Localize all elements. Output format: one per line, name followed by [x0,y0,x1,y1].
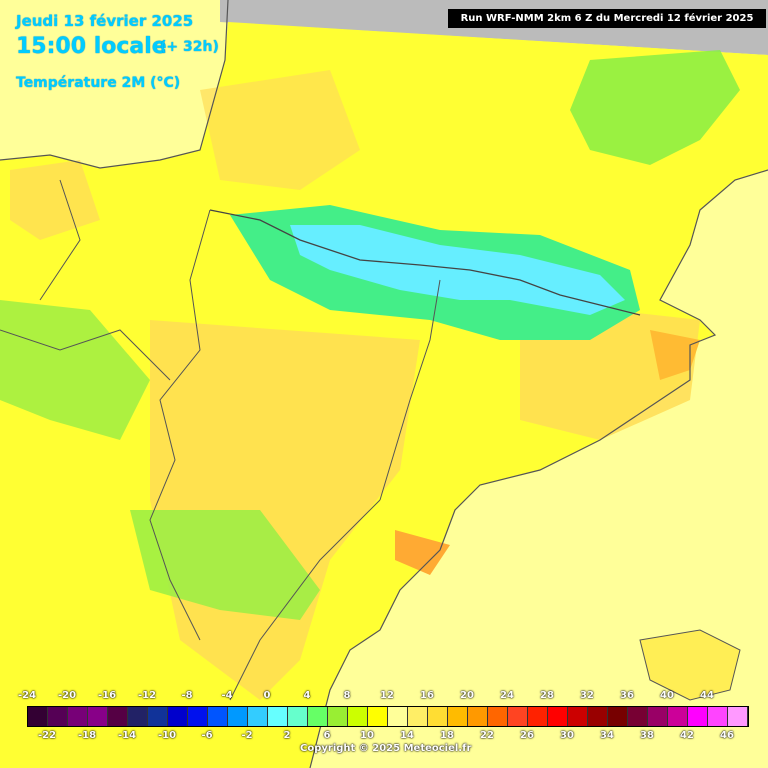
legend-top-label: 12 [380,690,394,701]
legend-bottom-label: -2 [241,730,253,741]
hot-zone-coast [395,530,450,575]
pyrenees-icy-core [290,225,625,315]
legend-swatch [568,707,588,726]
legend-top-label: 4 [303,690,311,701]
legend-swatch [228,707,248,726]
legend-bottom-label: -6 [201,730,213,741]
region-border [379,279,441,501]
legend-top-label: 0 [263,690,271,701]
cold-zone-west [0,300,150,440]
legend-swatch [448,707,468,726]
legend-swatch [368,707,388,726]
legend-top-label: -8 [181,690,193,701]
legend-top-label: -20 [57,690,77,701]
legend-swatch [28,707,48,726]
legend-swatch [48,707,68,726]
region-border [39,179,81,301]
legend-swatch [408,707,428,726]
legend-swatch [308,707,328,726]
cold-zone-northeast [570,50,740,165]
legend-top-label: 20 [460,690,474,701]
island [639,629,741,701]
legend-swatch [128,707,148,726]
copyright-notice: Copyright © 2025 Meteociel.fr [300,743,472,754]
region-border [229,499,381,701]
legend-bottom-label: 30 [560,730,574,741]
legend-top-label: -16 [97,690,117,701]
color-legend: -24 -20 -16 -12 -8 -4 0 4 8 12 16 20 24 28 32 36 40 44 -2… [0,680,768,748]
border-france-spain [209,209,641,316]
cold-zone-south [130,510,320,620]
legend-swatch [508,707,528,726]
legend-bottom-label: 10 [360,730,374,741]
parameter-title: Température 2M (°C) [16,75,181,91]
legend-swatch [108,707,128,726]
legend-swatch [528,707,548,726]
legend-top-label: -4 [221,690,233,701]
legend-bottom-label: 18 [440,730,454,741]
legend-bottom-label: 42 [680,730,694,741]
legend-top-label: 32 [580,690,594,701]
legend-top-label: -24 [17,690,37,701]
legend-bottom-label: -14 [117,730,137,741]
legend-bottom-label: -18 [77,730,97,741]
legend-bottom-label: 26 [520,730,534,741]
legend-bottom-label: 46 [720,730,734,741]
legend-bottom-label: -22 [37,730,57,741]
forecast-lead-time: (+ 32h) [160,39,219,55]
legend-swatch [168,707,188,726]
warm-zone-west [10,160,100,240]
legend-swatch [668,707,688,726]
legend-swatch [268,707,288,726]
forecast-time: 15:00 locale [16,34,167,59]
legend-swatch [208,707,228,726]
legend-bottom-label: 22 [480,730,494,741]
legend-swatch [648,707,668,726]
legend-swatch [328,707,348,726]
legend-top-label: 24 [500,690,514,701]
legend-swatch [608,707,628,726]
legend-swatch [388,707,408,726]
region-border [0,329,171,381]
legend-top-label: 44 [700,690,714,701]
legend-top-label: 40 [660,690,674,701]
legend-swatch [468,707,488,726]
legend-bottom-label: 6 [323,730,331,741]
legend-bottom-label: 14 [400,730,414,741]
legend-top-label: -12 [137,690,157,701]
legend-swatch [248,707,268,726]
hot-zone-northeast [650,330,700,380]
legend-top-label: 8 [343,690,351,701]
legend-swatch [688,707,708,726]
legend-top-label: 16 [420,690,434,701]
legend-swatch [68,707,88,726]
legend-swatch [708,707,728,726]
legend-swatch [728,707,748,726]
legend-bottom-label: 34 [600,730,614,741]
legend-swatch [548,707,568,726]
legend-color-bar [27,706,749,727]
legend-top-label: 28 [540,690,554,701]
legend-swatch [628,707,648,726]
legend-bottom-label: 38 [640,730,654,741]
region-border [149,209,211,641]
warm-zone-north [200,70,360,190]
legend-swatch [88,707,108,726]
legend-swatch [148,707,168,726]
legend-swatch [588,707,608,726]
legend-swatch [288,707,308,726]
model-run-banner: Run WRF-NMM 2km 6 Z du Mercredi 12 févri… [448,9,766,28]
forecast-date: Jeudi 13 février 2025 [16,12,194,30]
legend-bottom-label: -10 [157,730,177,741]
legend-top-label: 36 [620,690,634,701]
legend-swatch [188,707,208,726]
legend-swatch [428,707,448,726]
legend-swatch [348,707,368,726]
legend-swatch [488,707,508,726]
legend-bottom-label: 2 [283,730,291,741]
